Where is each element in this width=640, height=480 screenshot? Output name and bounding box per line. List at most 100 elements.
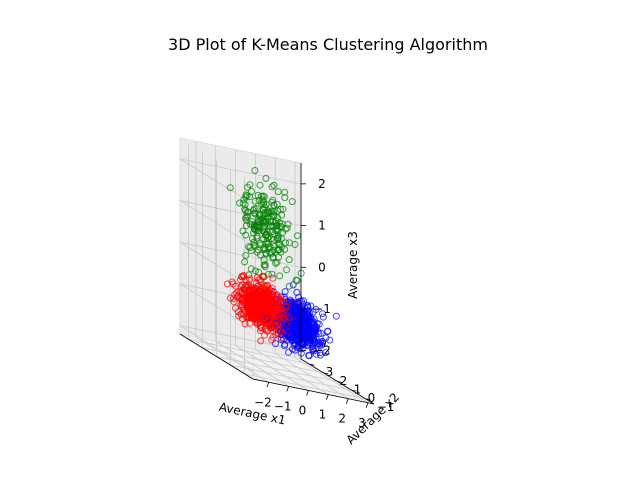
series-3-point [283,266,290,274]
series-1-point [251,307,259,315]
series-1-point [278,328,286,336]
x-tick-label: 1 [319,408,327,422]
series-3-point [255,197,263,204]
series-3-point [276,241,284,249]
series-2-point [326,336,334,344]
series-1-point [267,317,275,325]
series-1-point [256,293,264,301]
series-1-point [236,276,244,284]
series-2-point [296,344,304,352]
series-3-point [254,218,262,226]
series-1-point [262,302,270,310]
series-1-point [280,297,288,305]
series-3-point [288,198,296,206]
series-3-point [285,282,293,290]
x-tick-label: −1 [274,399,292,413]
x-tick-label: 0 [299,404,307,418]
x-tick-mark [286,386,290,392]
series-3-point [262,174,270,182]
series-2-point [304,327,312,335]
series-2-point [312,350,320,358]
series-2-point [288,325,296,333]
series-1-point [282,303,290,311]
series-1-point [235,287,243,295]
x-tick-mark [266,382,270,388]
series-3-point [243,216,251,224]
series-2-point [305,351,313,359]
series-1-point [262,314,270,322]
series-1-point [234,308,242,316]
z-gridline-back [179,325,302,352]
series-1-point [260,307,268,315]
series-1-point [245,282,253,290]
series-3-point [264,270,272,278]
series-2-point [313,319,321,327]
series-2-point [272,340,279,348]
series-3-point [270,236,278,243]
series-3-point [285,256,293,264]
series-2-point [280,327,288,335]
z-gridline-back [179,158,302,185]
y-tick-mark [365,398,371,401]
series-2-point [303,342,311,350]
axis-panes [179,137,375,405]
series-3-point [251,242,259,250]
z-tick-label: 2 [318,177,326,191]
series-3-point [262,249,270,257]
y-tick-label: 2 [340,374,348,388]
series-2-point [281,288,289,296]
series-2-point [290,329,298,337]
series-3-point [242,191,250,199]
series-3-point [250,225,258,233]
y-tick-mark [337,381,343,383]
series-1-point [276,298,284,306]
series-3-point [270,213,277,220]
series-1-point [232,282,240,290]
series-3-point [272,259,280,267]
series-3-point [270,223,278,231]
y-tick-mark [309,363,315,366]
z-tick-label: 0 [318,260,326,274]
y-tick-mark [351,389,357,392]
series-2-point [289,308,296,316]
series-3-point [276,205,284,213]
series-1-point [238,273,246,281]
series-1-point [238,315,246,322]
x-tick-mark [306,390,309,396]
series-1-point [257,337,265,345]
series-3-point [226,184,234,192]
series-3-point [279,229,286,237]
x-tick-mark [326,394,329,400]
z-tick-label: 1 [318,219,326,233]
series-2-point [280,335,287,343]
axis-edge-line [179,333,254,380]
series-1-point [263,289,271,297]
series-1-point [241,283,249,291]
series-2-point [332,312,340,320]
series-3-point [244,208,252,216]
series-2-point [315,339,322,347]
series-3-point [264,228,271,236]
series-2-point [296,327,304,335]
series-1-point [255,276,263,284]
series-3-point [244,212,252,220]
x-tick-label: 3 [358,416,366,430]
chart-title: 3D Plot of K-Means Clustering Algorithm [168,35,488,54]
series-2-point [323,328,331,335]
series-3-point [256,210,264,218]
z-tick-label: −1 [313,302,331,316]
series-1-point [223,280,231,288]
series-3-point [242,193,250,201]
series-3-point [254,191,262,199]
z-gridline-back [179,200,302,226]
series-3-point [259,192,267,200]
series-3-point [291,241,299,248]
series-1-point [246,311,254,319]
series-3-point [281,188,289,196]
series-2-point [285,348,292,356]
series-2-point [272,319,280,327]
series-3-point [270,181,278,189]
series-2-point [319,313,327,321]
series-2-point [311,327,319,335]
